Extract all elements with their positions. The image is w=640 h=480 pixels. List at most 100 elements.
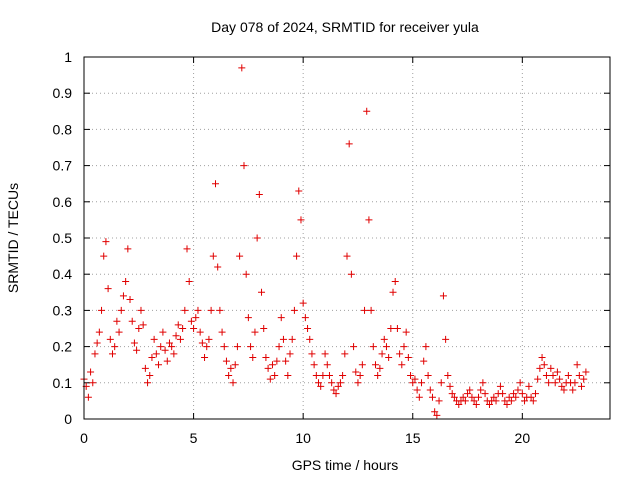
y-tick-label: 0.3 xyxy=(53,302,73,318)
data-point xyxy=(233,343,241,351)
data-point xyxy=(545,379,553,387)
data-point xyxy=(569,386,577,394)
data-point xyxy=(479,379,487,387)
data-point xyxy=(163,357,171,365)
data-point xyxy=(117,306,125,314)
data-point xyxy=(231,361,239,369)
data-point xyxy=(155,361,163,369)
data-point xyxy=(244,314,252,322)
data-point xyxy=(461,397,469,405)
data-point xyxy=(365,216,373,224)
data-point xyxy=(317,382,325,390)
data-point xyxy=(468,393,476,401)
data-point xyxy=(352,368,360,376)
data-point xyxy=(255,191,263,199)
y-tick-label: 0.7 xyxy=(53,158,73,174)
y-tick-label: 0.8 xyxy=(53,121,73,137)
data-point xyxy=(332,390,340,398)
data-point xyxy=(212,180,219,188)
data-point xyxy=(194,306,202,314)
data-point xyxy=(130,339,138,347)
data-point xyxy=(475,393,482,401)
data-point xyxy=(148,353,156,361)
data-point xyxy=(347,270,355,278)
data-point xyxy=(293,252,301,260)
data-point xyxy=(376,364,384,372)
data-point xyxy=(91,350,99,358)
data-point xyxy=(472,401,480,409)
data-point xyxy=(411,375,419,383)
data-point xyxy=(413,386,421,394)
data-point xyxy=(218,328,226,336)
data-point xyxy=(104,285,112,293)
data-point xyxy=(174,321,182,329)
data-points xyxy=(80,64,590,419)
data-point xyxy=(398,361,406,369)
data-point xyxy=(253,234,261,242)
data-point xyxy=(319,372,327,380)
data-point xyxy=(450,393,458,401)
y-tick-label: 0.2 xyxy=(53,339,73,355)
data-point xyxy=(176,335,184,343)
data-point xyxy=(529,397,537,405)
data-point xyxy=(428,393,436,401)
data-point xyxy=(288,335,296,343)
data-point xyxy=(580,375,588,383)
data-point xyxy=(304,325,312,332)
data-point xyxy=(258,288,266,296)
data-point xyxy=(100,252,108,260)
data-point xyxy=(95,328,103,336)
y-tick-label: 1 xyxy=(64,49,72,65)
data-point xyxy=(336,379,344,387)
data-point xyxy=(571,379,579,387)
data-point xyxy=(466,386,474,394)
x-tick-label: 5 xyxy=(190,430,198,446)
data-point xyxy=(553,368,561,376)
data-point xyxy=(448,390,456,398)
data-point xyxy=(490,393,498,401)
data-point xyxy=(564,372,572,380)
data-point xyxy=(582,368,590,376)
data-point xyxy=(198,339,206,347)
data-point xyxy=(389,288,397,296)
data-point xyxy=(273,357,281,365)
data-point xyxy=(330,386,338,394)
y-tick-label: 0.6 xyxy=(53,194,73,210)
data-point xyxy=(354,379,362,387)
data-point xyxy=(133,346,141,354)
data-point xyxy=(512,393,520,401)
data-point xyxy=(549,372,557,380)
data-point xyxy=(141,364,149,372)
data-point xyxy=(220,343,228,351)
data-point xyxy=(106,335,114,343)
data-point xyxy=(161,346,169,354)
data-point xyxy=(435,397,443,405)
data-point xyxy=(115,328,123,336)
data-point xyxy=(179,325,187,332)
data-point xyxy=(481,390,489,398)
data-point xyxy=(238,64,246,72)
data-point xyxy=(510,390,518,398)
data-point xyxy=(168,343,176,351)
data-point xyxy=(240,162,248,170)
y-tick-label: 0.1 xyxy=(53,375,73,391)
grid xyxy=(84,57,610,419)
data-point xyxy=(262,353,270,361)
y-tick-label: 0 xyxy=(64,411,72,427)
data-point xyxy=(437,379,445,387)
data-point xyxy=(371,361,379,369)
data-point xyxy=(227,364,235,372)
data-point xyxy=(415,393,423,401)
data-point xyxy=(126,296,134,304)
data-point xyxy=(527,393,535,401)
data-point xyxy=(229,379,237,387)
data-point xyxy=(540,361,548,369)
data-point xyxy=(455,401,463,409)
data-point xyxy=(190,325,198,332)
data-point xyxy=(424,372,432,380)
data-point xyxy=(312,372,320,380)
data-point xyxy=(573,361,581,369)
data-point xyxy=(367,306,375,314)
data-point xyxy=(165,339,173,347)
data-point xyxy=(361,306,369,314)
